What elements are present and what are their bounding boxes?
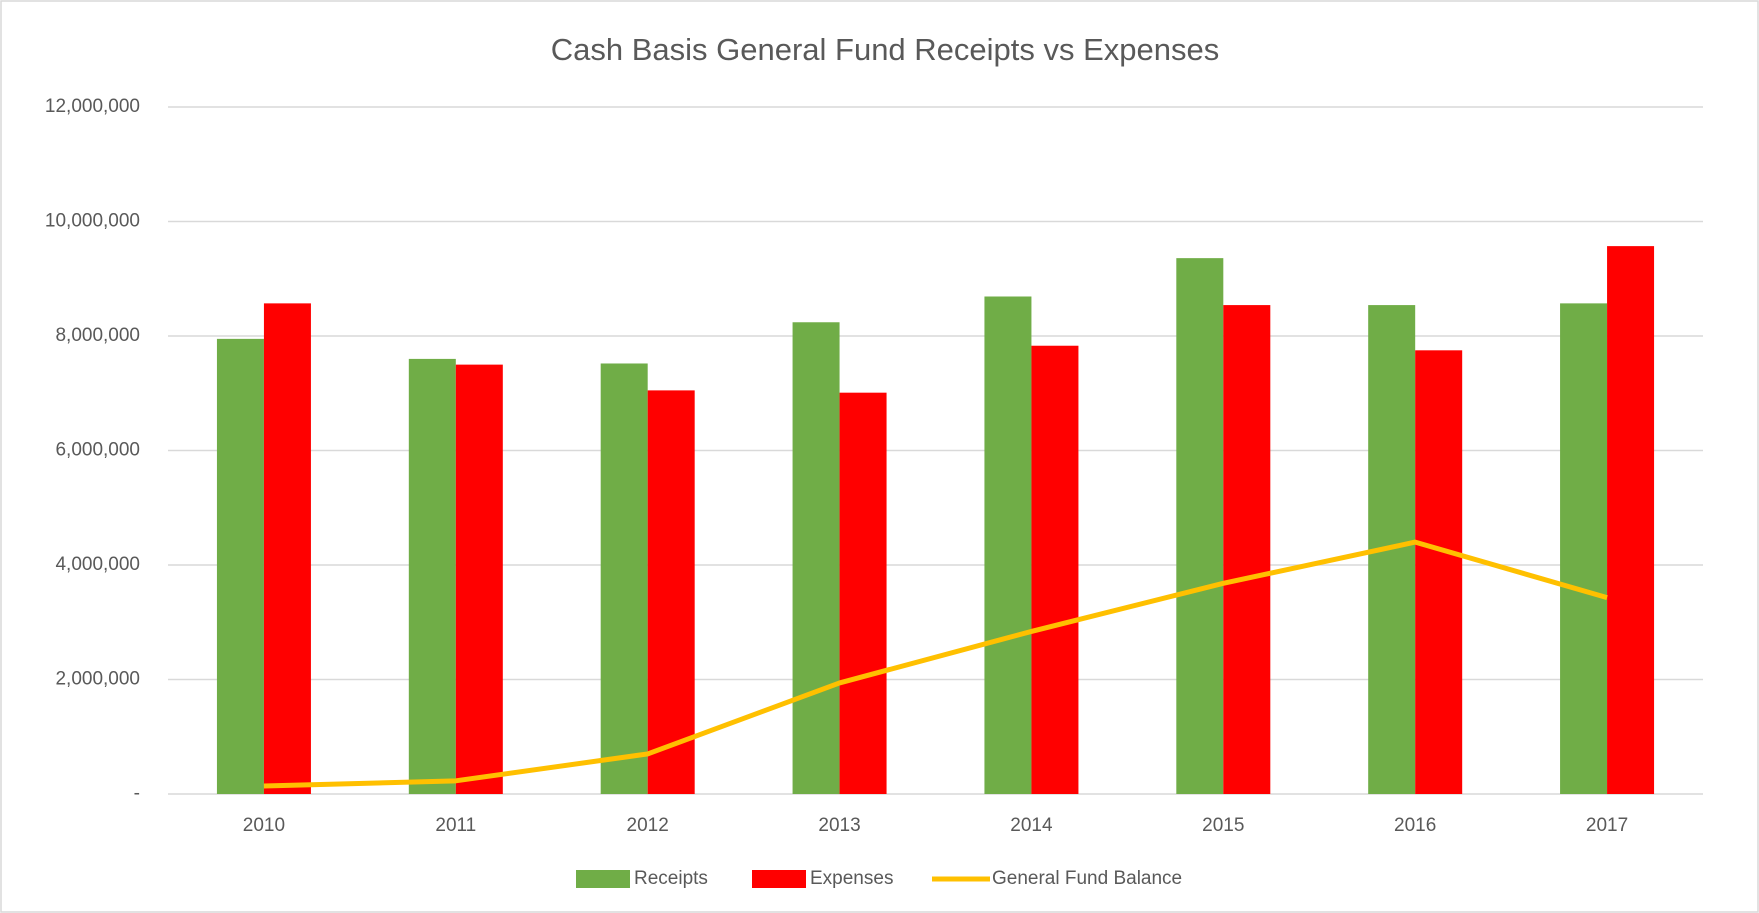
- legend-swatch: [752, 870, 806, 888]
- bar: [1415, 350, 1463, 794]
- bar: [792, 322, 840, 794]
- y-tick-label: 4,000,000: [55, 554, 140, 575]
- bar: [839, 392, 887, 794]
- bar: [1560, 303, 1608, 794]
- x-tick-label: 2011: [435, 815, 476, 836]
- bar: [263, 303, 311, 794]
- legend-swatch: [576, 870, 630, 888]
- y-tick-label: -: [134, 783, 140, 804]
- legend-label: Receipts: [634, 868, 708, 889]
- bar: [408, 358, 456, 794]
- bar: [455, 364, 503, 794]
- bar: [984, 296, 1032, 794]
- x-tick-label: 2013: [818, 815, 860, 836]
- x-tick-label: 2016: [1394, 815, 1436, 836]
- bar: [216, 338, 264, 794]
- legend-label: Expenses: [810, 868, 893, 889]
- line-series: [263, 539, 1608, 789]
- x-tick-label: 2012: [627, 815, 669, 836]
- bar: [1031, 345, 1079, 794]
- bar: [1223, 305, 1271, 794]
- bar: [1176, 258, 1224, 794]
- y-tick-label: 12,000,000: [45, 96, 140, 117]
- bar: [647, 390, 695, 794]
- y-tick-label: 2,000,000: [55, 669, 140, 690]
- x-tick-label: 2010: [243, 815, 285, 836]
- x-tick-label: 2014: [1010, 815, 1053, 836]
- x-tick-label: 2015: [1202, 815, 1244, 836]
- bar: [600, 363, 648, 794]
- y-tick-label: 8,000,000: [55, 325, 140, 346]
- bar: [1607, 246, 1655, 794]
- y-tick-label: 6,000,000: [55, 440, 140, 461]
- legend-label: General Fund Balance: [992, 868, 1182, 889]
- y-tick-label: 10,000,000: [45, 211, 140, 232]
- chart-title: Cash Basis General Fund Receipts vs Expe…: [551, 32, 1220, 67]
- x-tick-label: 2017: [1586, 815, 1628, 836]
